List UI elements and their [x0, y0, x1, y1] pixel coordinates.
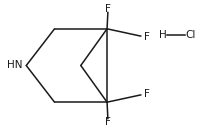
Text: H: H [159, 30, 166, 40]
Text: HN: HN [7, 61, 23, 70]
Text: F: F [143, 32, 149, 42]
Text: F: F [105, 4, 111, 13]
Text: F: F [105, 118, 111, 127]
Text: Cl: Cl [186, 30, 196, 40]
Text: F: F [143, 89, 149, 99]
